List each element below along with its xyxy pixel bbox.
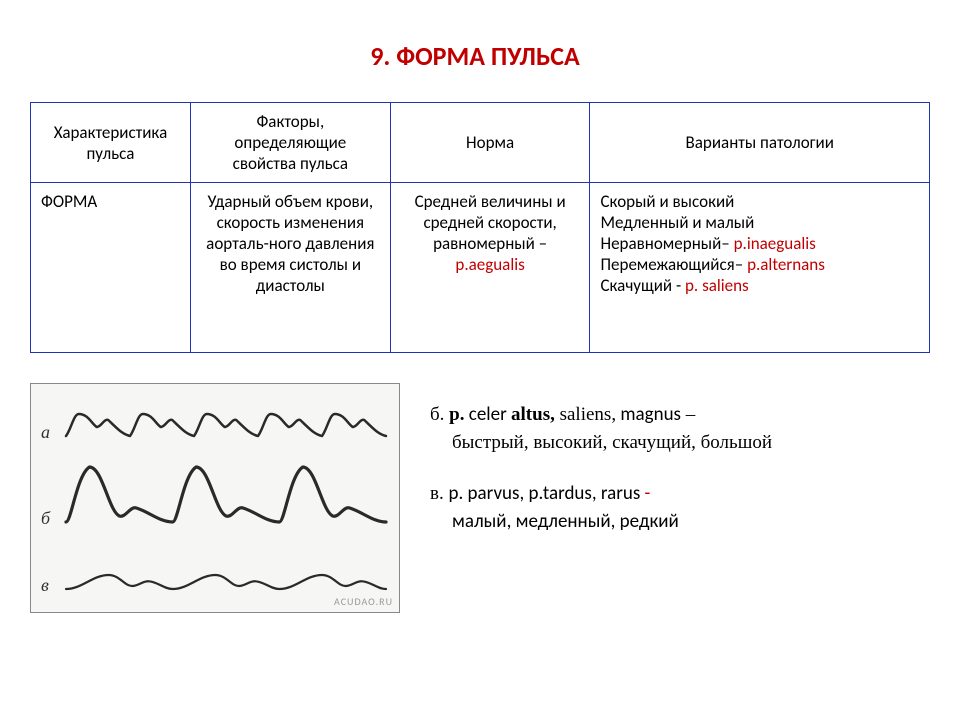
waveform-figure: а б в ACUDAO.RU bbox=[30, 383, 400, 613]
lb-tail: – bbox=[681, 404, 695, 425]
cell-factors: Ударный объем крови, скорость изменения … bbox=[190, 183, 390, 353]
legend-row-b: б. p. celer altus, saliens, magnus – быс… bbox=[430, 401, 930, 456]
legend-b-line1: б. p. celer altus, saliens, magnus – bbox=[430, 404, 695, 425]
lb-b2: altus, bbox=[511, 404, 560, 425]
lv-dash: - bbox=[645, 482, 651, 505]
table-header-row: Характеристика пульса Факторы, определяю… bbox=[31, 103, 930, 183]
table-row: ФОРМА Ударный объем крови, скорость изме… bbox=[31, 183, 930, 353]
lb-pre: б. bbox=[430, 404, 449, 425]
legend: б. p. celer altus, saliens, magnus – быс… bbox=[430, 383, 930, 559]
lb-b1: p. bbox=[449, 404, 464, 425]
lb-b3: magnus bbox=[616, 403, 681, 426]
th-characteristic: Характеристика пульса bbox=[31, 103, 191, 183]
path-line-2: Медленный и малый bbox=[600, 212, 919, 233]
legend-v-line1: в. p. parvus, p.tardus, rarus - bbox=[430, 482, 650, 505]
cell-norm-latin: p.aegualis bbox=[455, 254, 524, 275]
path5a: Скачущий - bbox=[600, 275, 685, 296]
svg-text:в: в bbox=[41, 575, 49, 595]
legend-b-sub: быстрый, высокий, скачущий, большой bbox=[430, 432, 772, 453]
legend-v-sub: малый, медленный, редкий bbox=[430, 510, 679, 533]
th-norm: Норма bbox=[390, 103, 590, 183]
cell-norm: Средней величины и средней скорости, рав… bbox=[390, 183, 590, 353]
svg-text:б: б bbox=[41, 508, 51, 528]
legend-row-v: в. p. parvus, p.tardus, rarus - малый, м… bbox=[430, 480, 930, 535]
lb-p2: saliens, bbox=[560, 404, 616, 425]
lb-p1: celer bbox=[465, 403, 512, 426]
cell-norm-text: Средней величины и средней скорости, рав… bbox=[415, 191, 566, 254]
path-line-4: Перемежающийся– p.alternans bbox=[600, 254, 919, 275]
path-line-5: Скачущий - p. saliens bbox=[600, 275, 919, 296]
path5b: p. saliens bbox=[685, 275, 749, 296]
th-factors: Факторы, определяющие свойства пульса bbox=[190, 103, 390, 183]
lv-pre: в. bbox=[430, 483, 448, 504]
path-line-1: Скорый и высокий bbox=[600, 191, 919, 212]
cell-pathology: Скорый и высокий Медленный и малый Нерав… bbox=[590, 183, 930, 353]
slide-title: 9. ФОРМА ПУЛЬСА bbox=[20, 40, 930, 72]
svg-text:а: а bbox=[41, 422, 50, 442]
watermark: ACUDAO.RU bbox=[334, 595, 393, 608]
path3a: Неравномерный– bbox=[600, 233, 733, 254]
path4a: Перемежающийся– bbox=[600, 254, 747, 275]
path-line-3: Неравномерный– p.inaegualis bbox=[600, 233, 919, 254]
path3b: p.inaegualis bbox=[734, 233, 816, 254]
pulse-table: Характеристика пульса Факторы, определяю… bbox=[30, 102, 930, 353]
cell-characteristic: ФОРМА bbox=[31, 183, 191, 353]
path4b: p.alternans bbox=[747, 254, 825, 275]
th-pathology: Варианты патологии bbox=[590, 103, 930, 183]
lv-main: p. parvus, p.tardus, rarus bbox=[448, 482, 644, 505]
waveform-svg: а б в bbox=[31, 384, 401, 614]
